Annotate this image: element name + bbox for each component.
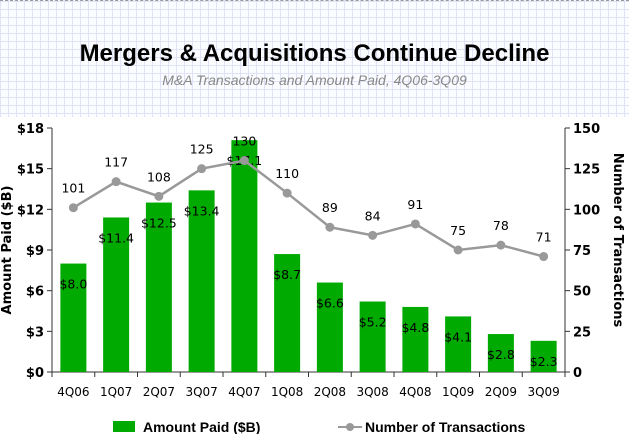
x-tick-label: 2Q09 <box>485 385 517 399</box>
bar-amount-paid <box>188 190 215 372</box>
y-left-tick-label: $6 <box>26 285 44 300</box>
y-axis-left-label: Amount Paid ($B) <box>0 186 15 315</box>
header-background <box>0 0 629 117</box>
bar-amount-paid <box>274 254 301 372</box>
bar-amount-paid <box>359 301 386 372</box>
chart-title: Mergers & Acquisitions Continue Decline <box>79 40 550 67</box>
line-point <box>154 191 164 201</box>
line-data-label: 108 <box>147 169 171 184</box>
bar-data-label: $12.5 <box>141 216 177 231</box>
bar-data-label: $6.6 <box>316 296 344 311</box>
line-point <box>410 219 420 229</box>
bar-amount-paid <box>316 282 343 372</box>
line-number-of-transactions <box>72 159 544 258</box>
y-right-tick-label: 25 <box>573 325 591 340</box>
legend-line-marker <box>346 423 354 431</box>
bar-amount-paid <box>60 263 87 372</box>
bar-amount-paid <box>103 217 130 372</box>
line-data-label: 71 <box>536 230 552 245</box>
line-point <box>368 230 378 240</box>
legend-bar-swatch <box>113 421 135 432</box>
line-point <box>539 252 549 262</box>
y-right-tick-label: 125 <box>573 163 600 178</box>
y-axis-right-label: Number of Transactions <box>610 153 625 328</box>
line-point <box>68 203 78 213</box>
line-data-label: 84 <box>365 208 381 223</box>
x-tick-label: 1Q09 <box>442 385 474 399</box>
bar-amount-paid <box>445 316 472 372</box>
legend-number-of-transactions: Number of Transactions <box>365 419 525 434</box>
bar-amount-paid <box>402 306 429 372</box>
y-right-tick-label: 75 <box>573 244 591 259</box>
x-tick-label: 3Q09 <box>527 385 559 399</box>
line-data-label: 130 <box>232 134 256 149</box>
bar-data-label: $4.1 <box>444 329 472 344</box>
line-data-label: 125 <box>190 142 214 157</box>
line-data-label: 75 <box>450 223 466 238</box>
y-right-tick-label: 150 <box>573 122 600 137</box>
bar-data-label: $8.7 <box>273 267 301 282</box>
bar-amount-paid <box>145 202 172 372</box>
line-data-label: 110 <box>275 166 299 181</box>
bar-data-label: $5.2 <box>359 315 387 330</box>
x-tick-label: 2Q07 <box>143 385 175 399</box>
y-left-tick-label: $0 <box>26 366 44 381</box>
y-right-tick-label: 50 <box>573 285 591 300</box>
legend-amount-paid: Amount Paid ($B) <box>143 419 260 434</box>
bar-amount-paid <box>231 140 258 372</box>
line-point <box>282 188 292 198</box>
x-tick-label: 4Q07 <box>228 385 260 399</box>
bar-data-label: $4.8 <box>401 320 429 335</box>
bar-data-label: $2.8 <box>487 347 515 362</box>
x-tick-label: 2Q08 <box>314 385 346 399</box>
y-left-tick-label: $12 <box>17 203 44 218</box>
line-point <box>111 177 121 187</box>
line-data-label: 101 <box>61 181 85 196</box>
bar-data-label: $13.4 <box>184 203 220 218</box>
x-tick-label: 3Q07 <box>185 385 217 399</box>
y-left-tick-label: $15 <box>17 163 44 178</box>
y-right-tick-label: 100 <box>573 203 600 218</box>
line-point <box>197 164 207 174</box>
line-data-label: 89 <box>322 200 338 215</box>
bar-data-label: $2.3 <box>530 354 558 369</box>
x-tick-label: 3Q08 <box>356 385 388 399</box>
line-data-label: 117 <box>104 155 128 170</box>
bar-data-label: $11.4 <box>98 230 134 245</box>
bar-amount-paid <box>530 340 557 372</box>
x-tick-label: 4Q08 <box>399 385 431 399</box>
y-left-tick-label: $18 <box>17 122 44 137</box>
y-left-tick-label: $3 <box>26 325 44 340</box>
line-point <box>325 222 335 232</box>
bar-amount-paid <box>487 334 514 372</box>
x-tick-label: 1Q08 <box>271 385 303 399</box>
line-point <box>453 245 463 255</box>
line-point <box>496 240 506 250</box>
line-data-label: 91 <box>407 197 423 212</box>
bar-data-label: $8.0 <box>59 277 87 292</box>
line-data-label: 78 <box>493 218 509 233</box>
x-tick-label: 1Q07 <box>100 385 132 399</box>
y-right-tick-label: 0 <box>573 366 582 381</box>
line-point <box>239 156 249 166</box>
x-tick-label: 4Q06 <box>57 385 89 399</box>
y-left-tick-label: $9 <box>26 244 44 259</box>
chart-subtitle: M&A Transactions and Amount Paid, 4Q06-3… <box>162 72 467 88</box>
